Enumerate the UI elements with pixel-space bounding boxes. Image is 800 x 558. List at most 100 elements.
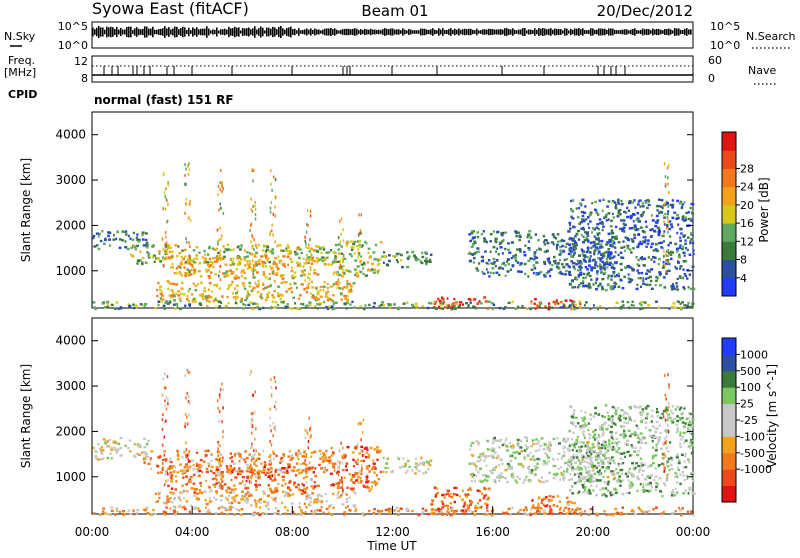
data-cell [267, 504, 270, 506]
data-cell [186, 500, 189, 502]
data-cell [689, 242, 691, 244]
data-cell [502, 444, 504, 446]
data-cell [165, 502, 168, 504]
data-cell [663, 250, 665, 253]
data-cell [647, 239, 649, 241]
data-cell [610, 431, 613, 433]
data-cell [209, 258, 211, 260]
data-cell [663, 255, 665, 258]
data-cell [110, 449, 113, 451]
data-cell [311, 510, 313, 512]
data-cell [559, 508, 561, 510]
data-cell [682, 471, 684, 473]
noise-bar [158, 29, 160, 35]
data-cell [477, 302, 480, 304]
data-cell [573, 409, 575, 411]
data-cell [692, 249, 694, 251]
data-cell [199, 470, 202, 472]
data-cell [572, 449, 574, 451]
data-cell [209, 501, 212, 503]
data-cell [550, 513, 553, 515]
data-cell [689, 442, 691, 444]
data-cell [533, 459, 535, 461]
noise-bar [192, 27, 194, 36]
data-cell [290, 250, 292, 252]
data-cell [387, 303, 389, 305]
noise-bar [582, 28, 584, 35]
data-cell [109, 513, 112, 515]
data-cell [164, 191, 166, 194]
noise-bar [122, 29, 124, 34]
data-cell [598, 434, 600, 436]
data-cell [682, 215, 684, 217]
noise-bar [590, 28, 592, 36]
data-cell [572, 443, 575, 445]
data-cell [116, 231, 119, 233]
data-cell [654, 467, 657, 469]
data-cell [645, 407, 648, 409]
data-cell [373, 268, 376, 270]
data-cell [169, 474, 171, 476]
data-cell [671, 226, 674, 228]
noise-bar [506, 28, 508, 36]
data-cell [221, 460, 223, 462]
data-cell [177, 294, 180, 296]
data-cell [641, 307, 644, 309]
data-cell [268, 250, 270, 252]
data-cell [594, 473, 597, 475]
noise-bar [586, 30, 588, 34]
data-cell [493, 437, 496, 439]
data-cell [246, 260, 248, 262]
noise-bar [310, 28, 312, 35]
data-cell [415, 259, 418, 261]
data-cell [651, 228, 653, 230]
data-cell [692, 480, 694, 482]
data-cell [144, 446, 147, 448]
data-cell [258, 244, 260, 246]
data-cell [323, 301, 325, 303]
data-cell [389, 306, 391, 308]
data-cell [268, 278, 270, 280]
data-cell [681, 206, 683, 208]
data-cell [571, 463, 573, 465]
data-cell [486, 513, 488, 515]
data-cell [430, 254, 433, 256]
data-cell [613, 441, 616, 443]
data-cell [196, 463, 198, 465]
data-cell [125, 233, 127, 235]
data-cell [366, 476, 369, 478]
data-cell [592, 436, 595, 438]
data-cell [332, 493, 334, 495]
data-cell [331, 308, 334, 310]
data-cell [190, 269, 192, 271]
data-cell [262, 288, 264, 290]
data-cell [602, 229, 604, 231]
data-cell [655, 276, 657, 278]
data-cell [314, 467, 316, 469]
data-cell [178, 496, 181, 498]
data-cell [616, 215, 619, 217]
data-cell [590, 484, 592, 486]
data-cell [309, 238, 311, 241]
data-cell [250, 198, 252, 201]
data-cell [516, 451, 518, 453]
data-cell [574, 446, 576, 448]
data-cell [336, 287, 339, 289]
data-cell [567, 447, 570, 449]
data-cell [216, 248, 218, 250]
data-cell [352, 282, 355, 284]
noise-bar [608, 28, 610, 35]
data-cell [184, 262, 186, 264]
noise-bar [132, 30, 134, 34]
noise-bar [488, 29, 490, 35]
data-cell [246, 476, 249, 478]
data-cell [356, 245, 359, 247]
data-cell [302, 462, 305, 464]
data-cell [602, 487, 605, 489]
data-cell [159, 285, 162, 287]
data-cell [578, 238, 580, 240]
data-cell [551, 509, 553, 511]
data-cell [491, 267, 494, 269]
data-cell [205, 269, 208, 271]
data-cell [255, 485, 258, 487]
